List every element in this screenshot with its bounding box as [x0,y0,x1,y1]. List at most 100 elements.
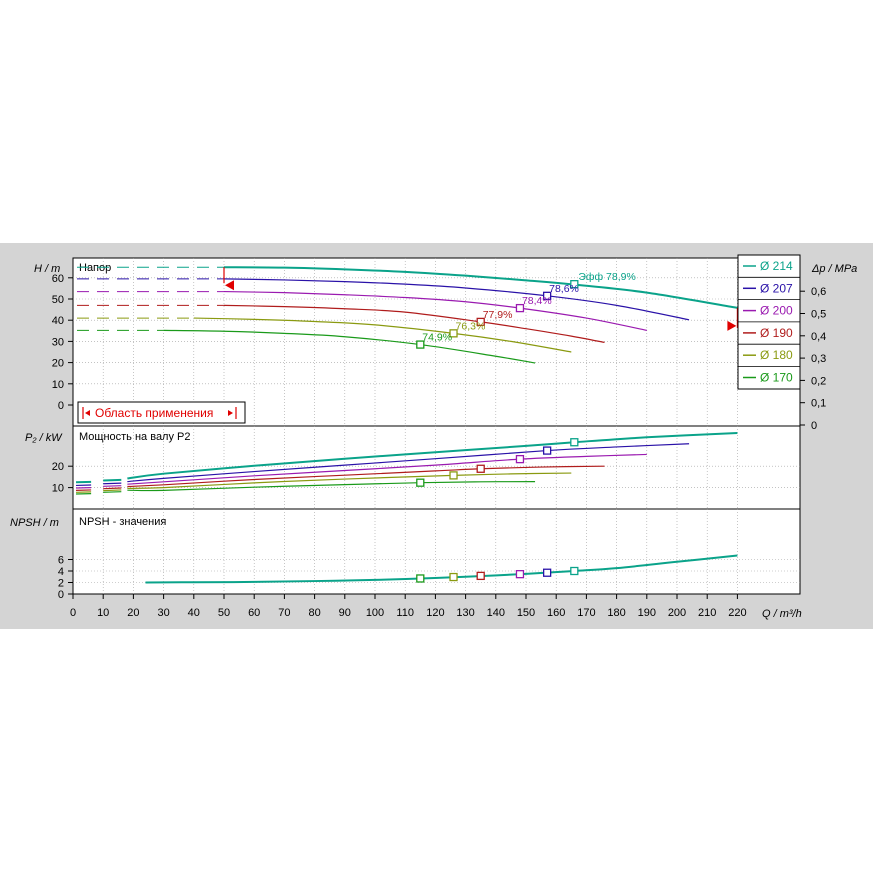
power-curve-group [76,453,647,489]
efficiency-label: 76,3% [456,320,486,332]
power-bep-marker [476,464,485,473]
head-bep-marker [542,291,552,300]
x-tick-label: 160 [547,607,565,619]
x-tick-label: 170 [577,607,595,619]
power-bep-marker [449,471,458,480]
x-tick-label: 190 [638,607,656,619]
npsh-panel [72,508,801,595]
power-curve-line [127,453,647,485]
power-curve-line [127,472,572,490]
npsh-bep-marker [416,574,425,583]
application-area-right-arrow [727,320,737,331]
power-y-tick-label: 20 [52,461,64,473]
legend-label: Ø 190 [760,326,793,340]
head-bep-marker [476,317,485,327]
head-curve-group [77,290,647,331]
power-curve-stub [103,482,122,485]
head-curve-group [77,278,690,321]
power-bep-marker [515,454,525,464]
x-tick-label: 110 [396,607,414,619]
x-tick-label: 220 [728,607,746,619]
efficiency-label: Эфф 78,9% [578,271,636,283]
head-y-tick-label: 60 [52,273,64,285]
x-axis-label: Q / m³/h [762,608,802,620]
power-curve-group [76,471,572,493]
head-y-tick-label: 40 [52,315,64,327]
application-area-label: Область применения [95,406,213,420]
head-y-tick-label: 20 [52,358,64,370]
x-tick-label: 200 [668,607,686,619]
legend-label: Ø 200 [760,304,793,318]
head-curve-group [77,317,572,353]
legend: Ø 214 Ø 207 Ø 200 Ø 190 Ø 180 Ø 170 [737,254,801,390]
grid [73,258,800,594]
head-curve-group [77,266,738,309]
efficiency-label: 77,9% [483,309,513,321]
power-curve-line [127,443,690,483]
x-tick-label: 60 [248,607,260,619]
head-curve-line [223,266,738,309]
application-area-left-arrow [225,280,234,291]
dp-tick-label: 0,5 [811,309,826,321]
x-tick-label: 0 [70,607,76,619]
power-bep-marker [416,478,425,487]
npsh-y-tick-label: 4 [58,566,64,578]
power-curve-group [76,464,605,491]
power-y-tick-label: 10 [52,483,64,495]
x-tick-label: 70 [278,607,290,619]
head-y-tick-label: 30 [52,336,64,348]
npsh-y-tick-label: 6 [58,555,64,567]
dp-axis-label: Δp / MPa [811,263,857,275]
npsh-ylabel: NPSH / m [10,517,59,529]
x-tick-label: 100 [366,607,384,619]
x-tick-label: 90 [339,607,351,619]
legend-label: Ø 207 [760,281,793,295]
pump-curve-panel: 0 10 20 30 40 50 60 70 80 90 100 110 120 130 140 150 160… [0,243,873,629]
x-tick-label: 30 [157,607,169,619]
legend-label: Ø 214 [760,259,793,273]
efficiency-label: 78,4% [522,295,552,307]
npsh-y-tick-label: 0 [58,589,64,601]
head-curve-line [193,317,572,353]
power-bep-marker [542,446,552,455]
dp-tick-label: 0,4 [811,331,826,343]
head-curve-line [223,304,605,344]
power-panel [72,425,801,510]
x-tick-label: 150 [517,607,535,619]
power-curve-stub [103,491,122,493]
power-curve-stub [103,489,122,492]
x-tick-label: 80 [308,607,320,619]
pump-curve-chart: 0 10 20 30 40 50 60 70 80 90 100 110 120 130 140 150 160… [10,254,857,620]
dp-tick-label: 0,3 [811,353,826,365]
x-tick-label: 40 [188,607,200,619]
npsh-curve-group [145,554,738,584]
legend-label: Ø 180 [760,348,793,362]
x-tick-label: 140 [487,607,505,619]
power-title: Мощность на валу P2 [79,431,191,443]
head-bep-marker [416,340,425,349]
efficiency-label: 74,9% [422,332,452,344]
x-tick-label: 50 [218,607,230,619]
npsh-bep-marker [515,570,525,579]
head-ylabel: H / m [34,263,60,275]
npsh-title: NPSH - значения [79,516,166,528]
head-curve-line [223,278,690,321]
npsh-bep-marker [570,566,579,576]
application-area-box: Область применения [77,401,246,424]
x-tick-label: 20 [127,607,139,619]
head-curve-line [223,290,647,331]
x-tick-label: 120 [426,607,444,619]
head-y-tick-label: 50 [52,294,64,306]
axes: 0 10 20 30 40 50 60 70 80 90 100 110 120 130 140 150 160… [52,273,827,619]
head-y-tick-label: 0 [58,400,64,412]
head-bep-marker [449,329,458,338]
head-curve-group [77,329,536,364]
legend-label: Ø 170 [760,371,793,385]
head-title: Напор [79,262,111,274]
dp-tick-label: 0,6 [811,286,826,298]
head-bep-marker [570,280,579,289]
npsh-bep-marker [449,572,458,582]
npsh-y-tick-label: 2 [58,578,64,590]
x-tick-label: 180 [607,607,625,619]
power-curve-stub [103,485,122,487]
